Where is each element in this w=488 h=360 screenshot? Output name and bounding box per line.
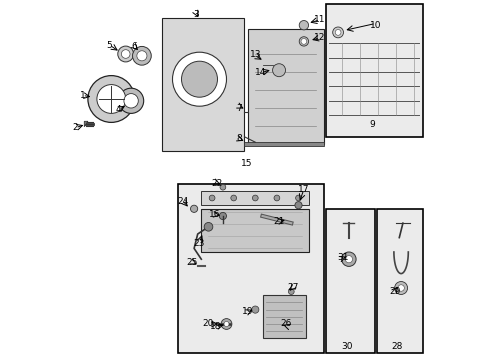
Circle shape	[118, 88, 143, 113]
Polygon shape	[247, 29, 323, 144]
Polygon shape	[201, 209, 309, 252]
Circle shape	[123, 94, 138, 108]
Text: 14: 14	[254, 68, 266, 77]
Polygon shape	[201, 191, 309, 205]
Text: 16: 16	[209, 210, 220, 219]
Text: 20: 20	[203, 320, 214, 328]
Text: 22: 22	[211, 179, 223, 188]
Circle shape	[230, 195, 236, 201]
Text: 12: 12	[314, 33, 325, 42]
Circle shape	[88, 76, 134, 122]
Text: 6: 6	[132, 42, 137, 51]
Bar	[325, 4, 422, 137]
Polygon shape	[84, 121, 88, 127]
Text: 18: 18	[209, 322, 221, 331]
Circle shape	[97, 85, 125, 113]
Circle shape	[172, 52, 226, 106]
Text: 8: 8	[236, 134, 242, 143]
Circle shape	[272, 64, 285, 77]
Circle shape	[219, 212, 226, 220]
Circle shape	[190, 205, 197, 212]
Circle shape	[224, 321, 228, 327]
Circle shape	[301, 39, 306, 44]
Text: 9: 9	[368, 120, 374, 129]
Text: 13: 13	[249, 50, 261, 59]
Text: 31: 31	[337, 253, 348, 262]
Text: 3: 3	[193, 10, 198, 19]
Circle shape	[220, 184, 225, 190]
Polygon shape	[262, 295, 305, 338]
Text: 1: 1	[80, 91, 85, 100]
Circle shape	[209, 195, 215, 201]
Text: 10: 10	[369, 21, 381, 30]
Text: 30: 30	[341, 342, 352, 351]
Text: 11: 11	[314, 15, 325, 24]
Circle shape	[394, 282, 407, 294]
Circle shape	[345, 256, 352, 263]
Text: 23: 23	[193, 239, 205, 248]
Circle shape	[332, 27, 343, 38]
Bar	[376, 209, 422, 353]
Circle shape	[295, 195, 301, 201]
Text: 19: 19	[242, 307, 253, 316]
Circle shape	[299, 21, 308, 30]
Circle shape	[299, 37, 308, 46]
Circle shape	[252, 195, 258, 201]
Circle shape	[137, 51, 146, 61]
Text: 7: 7	[236, 104, 242, 113]
Circle shape	[397, 285, 404, 291]
Text: 21: 21	[272, 217, 284, 226]
Circle shape	[118, 46, 133, 62]
Circle shape	[221, 319, 231, 329]
Circle shape	[204, 222, 212, 231]
Polygon shape	[244, 142, 323, 146]
Text: 24: 24	[177, 197, 188, 206]
Text: 27: 27	[287, 284, 298, 292]
Circle shape	[288, 289, 294, 294]
Text: 5: 5	[106, 41, 112, 50]
Text: 4: 4	[116, 105, 121, 114]
Circle shape	[251, 306, 258, 313]
Text: 25: 25	[186, 258, 198, 267]
Text: 17: 17	[298, 185, 309, 194]
Text: 2: 2	[72, 123, 78, 132]
Text: 15: 15	[240, 159, 251, 168]
Circle shape	[181, 61, 217, 97]
Text: 29: 29	[388, 287, 400, 296]
Circle shape	[273, 195, 279, 201]
Polygon shape	[162, 18, 244, 151]
Circle shape	[132, 46, 151, 65]
Circle shape	[121, 50, 130, 58]
Text: 26: 26	[280, 320, 291, 328]
Circle shape	[335, 30, 340, 35]
Bar	[325, 209, 374, 353]
Circle shape	[294, 202, 302, 209]
Text: 28: 28	[391, 342, 403, 351]
Circle shape	[341, 252, 355, 266]
Bar	[178, 184, 323, 353]
